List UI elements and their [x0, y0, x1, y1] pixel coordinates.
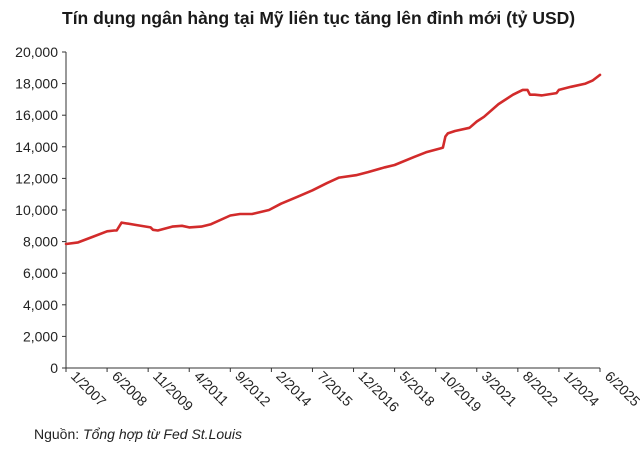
data-point [268, 209, 270, 211]
x-tick-label: 12/2016 [355, 368, 402, 415]
y-tick-label: 20,000 [15, 44, 58, 60]
data-point [113, 229, 116, 232]
data-point [454, 130, 456, 132]
source-label: Nguồn: [34, 426, 80, 442]
data-point [188, 226, 191, 229]
series-group [64, 73, 602, 246]
x-tick-label: 6/2025 [602, 368, 640, 410]
x-tick-label: 10/2019 [438, 368, 485, 415]
data-point [91, 235, 94, 238]
data-point [570, 85, 572, 88]
data-point [115, 229, 118, 232]
data-point [393, 164, 396, 166]
data-point [251, 213, 253, 215]
data-point [65, 243, 67, 245]
data-point [439, 147, 442, 150]
x-tick-label: 2/2014 [273, 368, 315, 410]
data-point [521, 89, 524, 91]
data-point [533, 93, 536, 96]
x-tick-label: 9/2012 [232, 368, 274, 410]
data-point [181, 224, 183, 227]
data-point [599, 74, 601, 76]
data-point [413, 156, 415, 158]
y-tick-label: 18,000 [15, 76, 58, 92]
y-tick-label: 0 [50, 360, 58, 376]
y-tick-label: 16,000 [15, 107, 58, 123]
data-point [239, 213, 241, 215]
data-point [529, 93, 531, 96]
data-point [558, 89, 560, 91]
data-point [326, 182, 328, 185]
data-point [355, 174, 357, 177]
data-point [541, 94, 543, 97]
y-tick-label: 14,000 [15, 139, 58, 155]
y-tick-label: 2,000 [23, 328, 58, 344]
data-point [512, 93, 514, 96]
data-point [475, 120, 478, 123]
data-point [106, 230, 108, 233]
data-point [297, 195, 299, 198]
data-point [384, 166, 386, 169]
y-tick-label: 8,000 [23, 234, 58, 250]
x-tick-label: 8/2022 [520, 368, 562, 410]
data-point [516, 91, 519, 94]
data-point [446, 132, 449, 135]
y-axis: 0 2,000 4,000 6,000 8,000 10,000 12,000 14,000 1… [15, 44, 67, 376]
x-tick-label: 1/2007 [68, 368, 110, 410]
data-point [584, 82, 587, 85]
data-point [555, 92, 558, 94]
x-tick-label: 4/2011 [191, 368, 232, 409]
source-note: Nguồn: Tổng hợp từ Fed St.Louis [34, 426, 242, 442]
x-tick-label: 6/2008 [109, 368, 151, 410]
chart-title: Tín dụng ngân hàng tại Mỹ liên tục tăng … [62, 8, 576, 28]
series-line [64, 73, 602, 246]
data-point [442, 146, 444, 149]
data-point [311, 189, 314, 192]
x-tick-label: 1/2024 [561, 368, 603, 410]
data-point [497, 103, 500, 106]
y-tick-label: 6,000 [23, 265, 58, 281]
data-point [483, 115, 485, 118]
data-point [210, 223, 212, 226]
data-point [135, 224, 137, 226]
data-point [152, 228, 154, 231]
data-point [280, 202, 282, 205]
y-tick-label: 12,000 [15, 170, 58, 186]
data-point [120, 221, 123, 224]
y-tick-label: 4,000 [23, 297, 58, 313]
data-point [229, 214, 232, 217]
data-point [444, 135, 447, 138]
data-point [149, 226, 152, 229]
data-point [591, 79, 594, 82]
x-tick-label: 11/2009 [150, 368, 197, 415]
data-point [171, 225, 174, 228]
data-point [468, 126, 471, 129]
data-point [367, 171, 369, 173]
data-point [338, 176, 340, 179]
data-point [77, 241, 79, 244]
y-tick-label: 10,000 [15, 202, 58, 218]
data-point [526, 89, 529, 91]
data-point [156, 229, 159, 232]
x-tick-label: 7/2015 [314, 368, 356, 410]
data-point [425, 151, 427, 154]
source-text: Tổng hợp từ Fed St.Louis [83, 426, 243, 442]
data-point [200, 225, 203, 228]
